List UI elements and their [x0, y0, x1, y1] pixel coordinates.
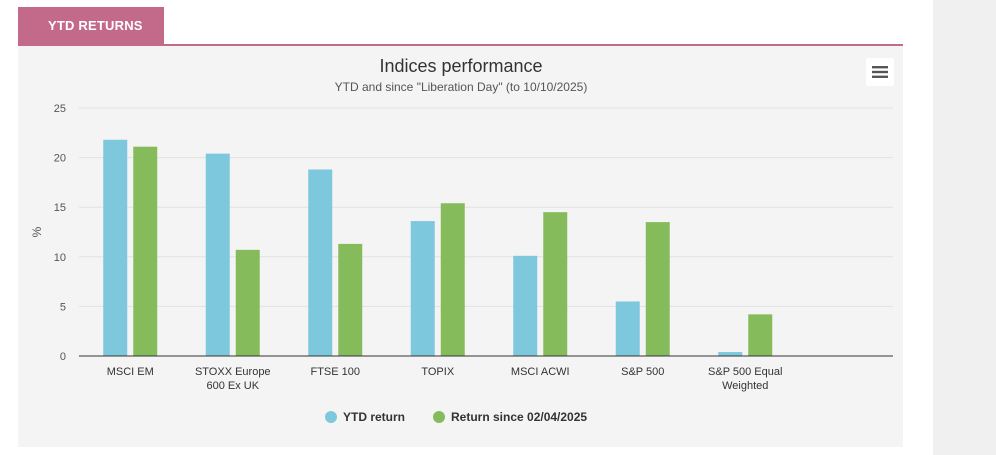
- x-tick-label-line: TOPIX: [421, 366, 454, 378]
- grid-layer: [79, 107, 893, 307]
- bar-ytd[interactable]: [205, 153, 230, 356]
- y-tick-label: 15: [54, 202, 66, 214]
- bar-since-liberation[interactable]: [543, 212, 568, 356]
- y-tick-label: 0: [60, 351, 66, 363]
- hamburger-menu-icon: [872, 66, 888, 78]
- legend: YTD return Return since 02/04/2025: [325, 410, 587, 424]
- x-tick-label-line: Weighted: [722, 380, 768, 392]
- bar-ytd[interactable]: [718, 352, 743, 356]
- bar-since-liberation[interactable]: [645, 222, 670, 356]
- legend-swatch[interactable]: [433, 411, 445, 423]
- bar-layer: [103, 139, 773, 356]
- x-tick-label-line: S&P 500: [621, 366, 664, 378]
- x-tick-label-line: 600 Ex UK: [206, 380, 259, 392]
- chart-title: Indices performance: [379, 56, 542, 76]
- legend-label[interactable]: YTD return: [343, 410, 405, 424]
- y-tick-labels: 0 5 10 15 20 25: [54, 103, 66, 363]
- x-tick-label-line: MSCI ACWI: [511, 366, 570, 378]
- bar-ytd[interactable]: [513, 255, 538, 356]
- bar-ytd[interactable]: [615, 301, 640, 356]
- bar-ytd[interactable]: [410, 221, 435, 356]
- bar-since-liberation[interactable]: [440, 203, 465, 356]
- tab-underline: [18, 44, 903, 46]
- y-tick-label: 5: [60, 301, 66, 313]
- y-tick-label: 20: [54, 153, 66, 165]
- x-tick-label: MSCI EM: [107, 366, 154, 378]
- x-tick-label: STOXX Europe 600 Ex UK: [195, 366, 271, 392]
- legend-label[interactable]: Return since 02/04/2025: [451, 410, 587, 424]
- y-tick-label: 25: [54, 103, 66, 115]
- legend-swatch[interactable]: [325, 411, 337, 423]
- x-tick-label-line: STOXX Europe: [195, 366, 271, 378]
- bar-ytd[interactable]: [103, 139, 128, 356]
- x-tick-label: S&P 500: [621, 366, 664, 378]
- x-tick-label: FTSE 100: [310, 366, 360, 378]
- x-tick-labels: MSCI EM STOXX Europe 600 Ex UK FTSE 100 TOPI…: [107, 366, 783, 392]
- x-tick-label-line: MSCI EM: [107, 366, 154, 378]
- tab-ytd-returns[interactable]: YTD RETURNS: [18, 7, 164, 45]
- bar-ytd[interactable]: [308, 169, 333, 356]
- bar-since-liberation[interactable]: [748, 314, 773, 356]
- x-tick-label-line: FTSE 100: [310, 366, 360, 378]
- bar-since-liberation[interactable]: [133, 146, 158, 356]
- right-gutter: [933, 0, 996, 455]
- chart-menu-button[interactable]: [866, 58, 894, 86]
- x-tick-label: S&P 500 Equal Weighted: [708, 366, 782, 392]
- bar-since-liberation[interactable]: [235, 249, 260, 356]
- y-axis-label: %: [30, 226, 44, 237]
- x-tick-label: TOPIX: [421, 366, 454, 378]
- x-tick-label: MSCI ACWI: [511, 366, 570, 378]
- y-tick-label: 10: [54, 252, 66, 264]
- chart-subtitle: YTD and since "Liberation Day" (to 10/10…: [335, 80, 588, 94]
- bar-since-liberation[interactable]: [338, 243, 363, 356]
- x-tick-label-line: S&P 500 Equal: [708, 366, 782, 378]
